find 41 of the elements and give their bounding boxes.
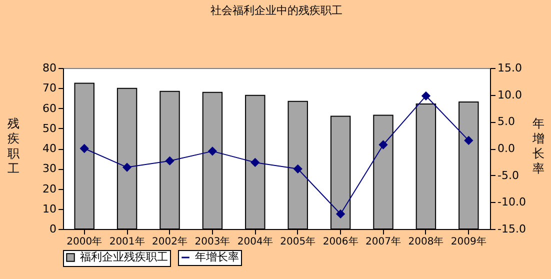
y-tick-label: 50 bbox=[42, 122, 56, 135]
x-tick-label: 2001年 bbox=[109, 236, 145, 248]
x-tick-label: 2006年 bbox=[322, 236, 358, 248]
point bbox=[122, 163, 132, 172]
legend-label: 福利企业残疾职工 bbox=[80, 250, 168, 264]
y2-tick-label: -5.0 bbox=[498, 168, 519, 182]
x-tick-label: 2000年 bbox=[66, 236, 102, 248]
legend-label: 年增长率 bbox=[195, 250, 239, 264]
point bbox=[379, 140, 388, 149]
x-tick-label: 2002年 bbox=[152, 236, 188, 248]
x-tick-label: 2008年 bbox=[408, 236, 444, 248]
y2-tick-label: 5.0 bbox=[498, 115, 515, 128]
x-tick-label: 2003年 bbox=[194, 236, 230, 248]
y-tick-label: 30 bbox=[42, 162, 56, 176]
y2-axis-title: 年增长率 bbox=[532, 116, 544, 176]
y-tick-label: 10 bbox=[42, 202, 56, 216]
y-tick-label: 70 bbox=[42, 82, 56, 95]
x-tick-label: 2009年 bbox=[450, 236, 486, 248]
y2-tick-label: 10.0 bbox=[498, 88, 522, 102]
point bbox=[208, 147, 217, 156]
point bbox=[250, 158, 260, 167]
y-axis-title: 残疾职工 bbox=[8, 116, 20, 176]
y-tick-label: 80 bbox=[42, 62, 56, 74]
y2-tick-label: 15.0 bbox=[498, 62, 522, 74]
y2-tick-label: -15.0 bbox=[498, 222, 526, 236]
x-tick-label: 2005年 bbox=[280, 236, 316, 248]
x-tick-label: 2004年 bbox=[237, 236, 273, 248]
y-tick-label: 20 bbox=[42, 182, 56, 196]
point bbox=[464, 136, 473, 145]
point bbox=[80, 144, 89, 153]
y2-tick-label: -10.0 bbox=[498, 196, 526, 209]
y-tick-label: 60 bbox=[42, 102, 56, 115]
y2-tick-label: 0.0 bbox=[498, 142, 515, 155]
chart-title: 社会福利企业中的残疾职工 bbox=[210, 4, 342, 17]
x-tick-label: 2007年 bbox=[366, 236, 401, 248]
point bbox=[336, 210, 345, 218]
point bbox=[166, 156, 174, 166]
y-tick-label: 0 bbox=[50, 222, 56, 236]
point bbox=[294, 164, 302, 174]
point bbox=[422, 92, 430, 100]
y-tick-label: 40 bbox=[42, 142, 56, 155]
